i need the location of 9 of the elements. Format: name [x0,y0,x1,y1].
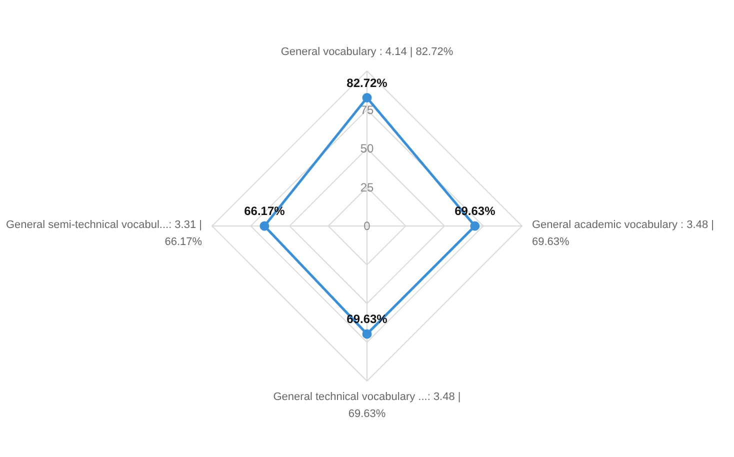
y-tick-label: 75 [360,102,374,117]
spoke-label: General semi-technical vocabul...: 3.31 | 66.17% [6,219,202,248]
data-label: 82.72% [346,76,388,90]
spoke-label: General technical vocabulary ...: 3.48 | 69.63% [273,391,461,420]
y-tick-label: 50 [360,142,374,156]
spoke-label: General academic vocabulary : 3.48 | 69.63% [532,219,714,248]
spoke-label: General vocabulary : 4.14 | 82.72% [280,46,454,58]
y-tick-label: 25 [360,180,374,194]
y-tick-label: 0 [364,219,371,234]
